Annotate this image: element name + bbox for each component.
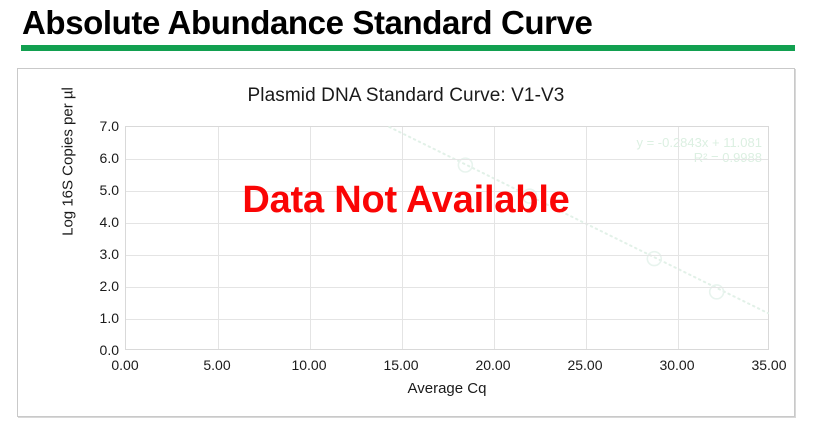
y-axis-tick-label: 1.0 [99, 310, 119, 326]
trendline-equation: y = -0.2843x + 11.081 [636, 135, 762, 150]
data-point-marker [646, 250, 663, 267]
chart-title: Plasmid DNA Standard Curve: V1-V3 [247, 85, 565, 106]
x-axis-tick-label: 10.00 [291, 357, 327, 373]
y-axis-tick-label: 7.0 [99, 118, 119, 134]
y-axis-tick-labels: 0.0 1.0 2.0 3.0 4.0 5.0 6.0 7.0 [73, 118, 119, 358]
gridline-vertical [310, 127, 311, 349]
x-axis-tick-labels: 0.00 5.00 10.00 15.00 20.00 25.00 30.00 35.00 [111, 357, 786, 377]
x-axis-title: Average Cq [407, 380, 487, 397]
y-axis-tick-label: 3.0 [99, 246, 119, 262]
x-axis-tick-label: 25.00 [567, 357, 603, 373]
trendline-r-squared: R² = 0.9988 [693, 150, 762, 165]
gridline-horizontal [126, 255, 768, 256]
x-axis-tick-label: 35.00 [751, 357, 787, 373]
plot-area: y = -0.2843x + 11.081 R² = 0.9988 [125, 126, 769, 350]
y-axis-tick-label: 5.0 [99, 182, 119, 198]
y-axis-tick-label: 0.0 [99, 342, 119, 358]
x-axis-tick-label: 5.00 [203, 357, 231, 373]
x-axis-tick-label: 15.00 [383, 357, 419, 373]
x-axis-tick-label: 0.00 [111, 357, 139, 373]
gridline-horizontal [126, 319, 768, 320]
title-underline-rule [21, 45, 795, 51]
slide-header: Absolute Abundance Standard Curve [0, 0, 816, 56]
gridline-vertical [586, 127, 587, 349]
gridline-horizontal [126, 191, 768, 192]
chart-card: Plasmid DNA Standard Curve: V1-V3 Log 16… [17, 68, 795, 417]
gridline-vertical [494, 127, 495, 349]
y-axis-tick-label: 4.0 [99, 214, 119, 230]
y-axis-tick-label: 6.0 [99, 150, 119, 166]
gridline-horizontal [126, 223, 768, 224]
data-not-available-overlay: Data Not Available [242, 179, 570, 221]
data-point-marker [521, 188, 538, 204]
gridline-horizontal [126, 287, 768, 288]
y-axis-tick-label: 2.0 [99, 278, 119, 294]
gridline-vertical [218, 127, 219, 349]
data-point-marker [457, 157, 474, 173]
x-axis-tick-label: 20.00 [475, 357, 511, 373]
gridline-horizontal [126, 159, 768, 160]
gridline-vertical [678, 127, 679, 349]
gridline-vertical [402, 127, 403, 349]
trendline [388, 126, 769, 315]
page-title: Absolute Abundance Standard Curve [22, 4, 593, 41]
x-axis-tick-label: 30.00 [659, 357, 695, 373]
data-point-marker [708, 284, 725, 300]
data-series-layer [388, 126, 769, 315]
trendline-equation-annotation: y = -0.2843x + 11.081 R² = 0.9988 [636, 135, 762, 165]
